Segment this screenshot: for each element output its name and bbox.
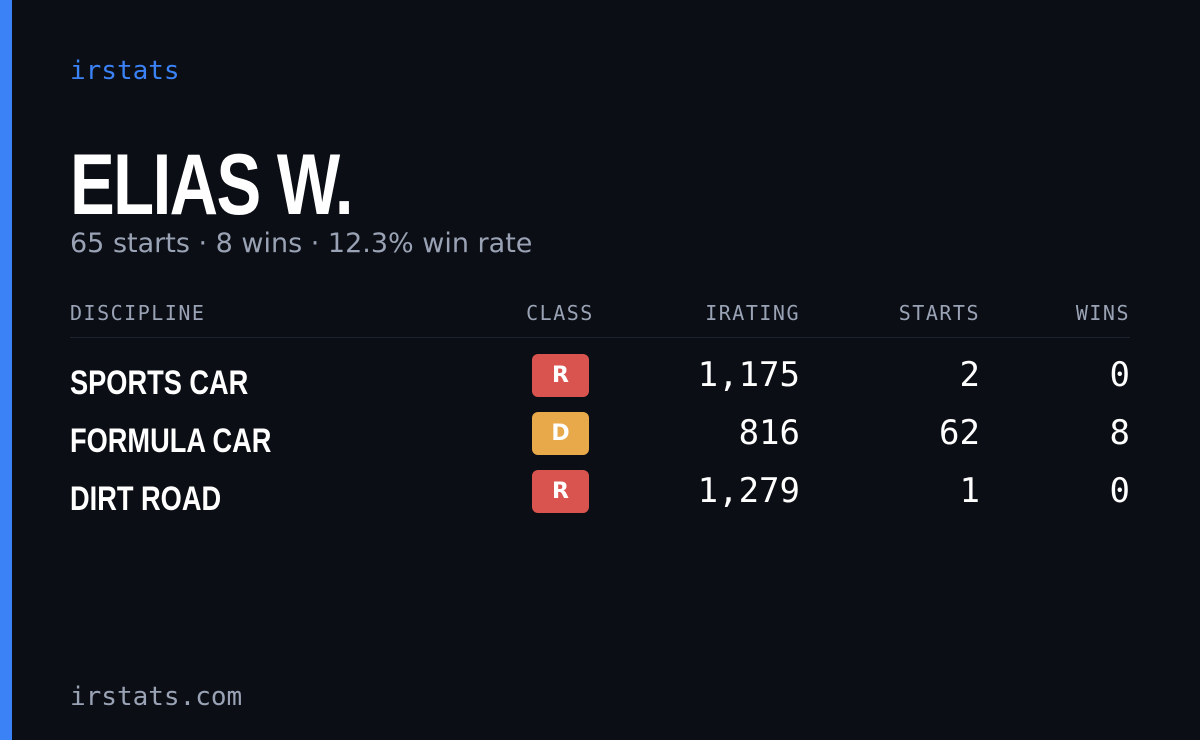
starts: 1 [959,471,980,511]
column-header: WINS [1075,301,1130,325]
irating: 1,175 [697,355,800,395]
column-header: IRATING [705,301,800,325]
column-header: CLASS [526,301,594,325]
header-rule [70,337,1130,338]
driver-name: ELIAS W. [70,137,354,233]
column-header: STARTS [898,301,980,325]
column-header: DISCIPLINE [70,301,206,325]
irating: 816 [738,413,800,453]
class-badge: R [532,354,589,397]
footer: irstats.com [70,682,243,712]
wins: 0 [1109,355,1130,395]
starts: 62 [939,413,980,453]
starts: 2 [959,355,980,395]
class-badge: R [532,470,589,513]
discipline: FORMULA CAR [70,422,272,460]
discipline: DIRT ROAD [70,480,222,518]
irating: 1,279 [697,471,800,511]
summary: 65 starts · 8 wins · 12.3% win rate [70,228,533,259]
brand: irstats [70,56,180,86]
accent-bar [0,0,12,740]
class-badge: D [532,412,589,455]
wins: 0 [1109,471,1130,511]
discipline: SPORTS CAR [70,364,249,402]
wins: 8 [1109,413,1130,453]
